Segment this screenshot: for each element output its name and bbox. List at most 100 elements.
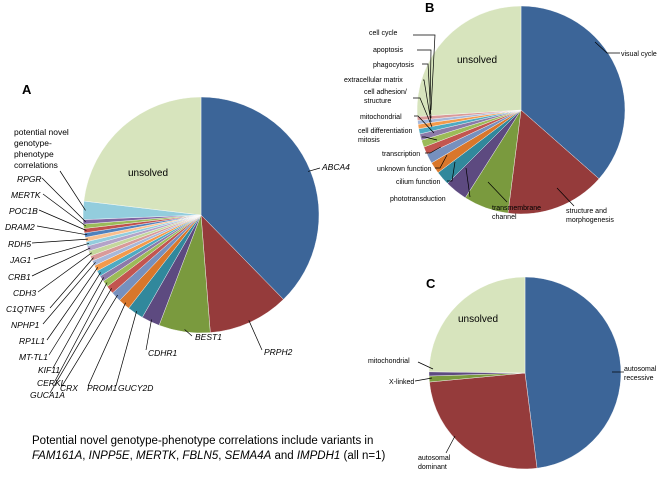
caption-gene: FBLN5 — [182, 450, 219, 462]
inheritance-labels-c: autosomal recessive autosomal dominant X… — [368, 358, 657, 471]
label-mitochondrial-b: mitochondrial — [360, 114, 402, 121]
caption-gene: FAM161A — [32, 450, 83, 462]
pie-slice-autosomal-recessive — [524, 276, 622, 469]
leader-line-kif11 — [52, 277, 104, 369]
novel-label-line-1: potential novel — [14, 127, 69, 137]
label-apoptosis: apoptosis — [373, 47, 403, 54]
label-cell-cycle: cell cycle — [369, 30, 398, 37]
pie-chart-c — [428, 276, 622, 470]
slice-label-unsolved-b: unsolved — [457, 55, 497, 66]
category-labels-b: visual cycle structure and morphogenesis… — [344, 30, 657, 224]
gene-label-best1: BEST1 — [195, 332, 222, 342]
caption-line-1: Potential novel genotype-phenotype corre… — [32, 435, 374, 447]
label-transmembrane-2: channel — [492, 214, 517, 221]
gene-label-abca4: ABCA4 — [321, 162, 350, 172]
gene-label-cdh3: CDH3 — [13, 288, 36, 298]
leader-line-mertk — [42, 193, 87, 227]
gene-label-rpgr: RPGR — [17, 174, 42, 184]
leader-line-c1qtnf5 — [49, 257, 94, 309]
label-celldiff-1: cell differentiation — [358, 128, 412, 135]
novel-label-line-4: correlations — [14, 160, 58, 170]
pie-slice-autosomal-dominant — [429, 372, 538, 470]
gene-label-gucy2d: GUCY2D — [118, 383, 153, 393]
caption-gene: MERTK — [135, 450, 177, 462]
label-transcription: transcription — [382, 151, 420, 158]
novel-label-line-3: phenotype — [14, 149, 54, 159]
caption-sep: , — [218, 450, 225, 462]
figure-caption: Potential novel genotype-phenotype corre… — [32, 434, 452, 464]
panel-label-b: B — [425, 0, 434, 15]
leader-line-cdh3 — [37, 252, 92, 293]
leader-line-crb1 — [31, 247, 91, 277]
leader-line-cdhr1 — [145, 319, 152, 351]
leader-line-dram2 — [36, 225, 88, 236]
label-dominant-1: autosomal — [418, 455, 451, 462]
gene-label-crb1: CRB1 — [8, 272, 31, 282]
leader-line-prph2 — [248, 320, 263, 351]
label-xlinked: X-linked — [389, 379, 414, 386]
caption-sep: , — [82, 450, 89, 462]
label-adhesion-1: cell adhesion/ — [364, 89, 407, 96]
leader-line-cerkl — [54, 282, 108, 382]
leader-line-nphp1 — [42, 262, 96, 325]
caption-and: and — [271, 450, 297, 462]
gene-label-poc1b: POC1B — [9, 206, 38, 216]
caption-tail: (all n=1) — [340, 450, 386, 462]
label-phototransduction: phototransduction — [390, 196, 446, 203]
leader-line-jag1 — [33, 243, 89, 260]
caption-line-2: FAM161A, INPP5E, MERTK, FBLN5, SEMA4A an… — [32, 449, 452, 464]
gene-label-dram2: DRAM2 — [5, 222, 35, 232]
panel-label-a: A — [22, 82, 32, 97]
caption-gene: INPP5E — [88, 450, 130, 462]
label-recessive-1: autosomal — [624, 366, 657, 373]
gene-label-guca1a: GUCA1A — [30, 390, 65, 400]
label-ecm: extracellular matrix — [344, 77, 403, 84]
gene-label-cerkl: CERKL — [37, 378, 66, 388]
gene-label-rp1l1: RP1L1 — [19, 336, 45, 346]
label-structure-2: morphogenesis — [566, 217, 614, 224]
pie-chart-a — [82, 96, 320, 334]
gene-label-mt-tl1: MT-TL1 — [19, 352, 48, 362]
leader-line-rp1l1 — [46, 267, 99, 341]
pie-slice-unsolved — [83, 96, 202, 216]
leader-line-best1 — [184, 329, 193, 337]
gene-label-nphp1: NPHP1 — [11, 320, 40, 330]
leader-line-gucy2d — [115, 311, 137, 387]
gene-label-prph2: PRPH2 — [264, 347, 293, 357]
label-mitochondrial-c: mitochondrial — [368, 358, 410, 365]
pie-slice-unsolved — [428, 276, 526, 374]
leader-line-novel — [59, 170, 86, 211]
panel-label-c: C — [426, 276, 436, 291]
label-visual-cycle: visual cycle — [621, 51, 657, 58]
gene-label-rdh5: RDH5 — [8, 239, 31, 249]
gene-label-jag1: JAG1 — [9, 255, 32, 265]
pie-chart-b — [416, 5, 626, 215]
caption-sep: , — [176, 450, 183, 462]
caption-gene: IMPDH1 — [296, 450, 341, 462]
label-unknown: unknown function — [377, 166, 432, 173]
label-adhesion-2: structure — [364, 98, 391, 105]
pie-slice-structure-and-morphogenesis — [507, 109, 600, 215]
leader-line-rpgr — [41, 177, 86, 223]
gene-label-c1qtnf5: C1QTNF5 — [6, 304, 45, 314]
novel-label-line-2: genotype- — [14, 138, 52, 148]
pie-slice-visual-cycle — [520, 5, 626, 180]
leader-line-crx — [61, 294, 118, 387]
pie-slice-unsolved — [416, 5, 522, 117]
slice-label-unsolved-a: unsolved — [128, 168, 168, 179]
callout-leaders-a — [31, 167, 321, 394]
label-dominant-2: dominant — [418, 464, 447, 471]
gene-label-kif11: KIF11 — [38, 365, 60, 375]
caption-gene: SEMA4A — [224, 450, 272, 462]
slice-label-unsolved-c: unsolved — [458, 314, 498, 325]
leader-line-abca4 — [308, 167, 321, 172]
label-recessive-2: recessive — [624, 375, 654, 382]
label-phagocytosis: phagocytosis — [373, 62, 414, 69]
caption-sep: , — [129, 450, 136, 462]
label-celldiff-2: mitosis — [358, 137, 380, 144]
leader-line-mt-tl1 — [48, 272, 101, 356]
gene-label-prom1: PROM1 — [87, 383, 118, 393]
gene-label-mertk: MERTK — [11, 190, 41, 200]
